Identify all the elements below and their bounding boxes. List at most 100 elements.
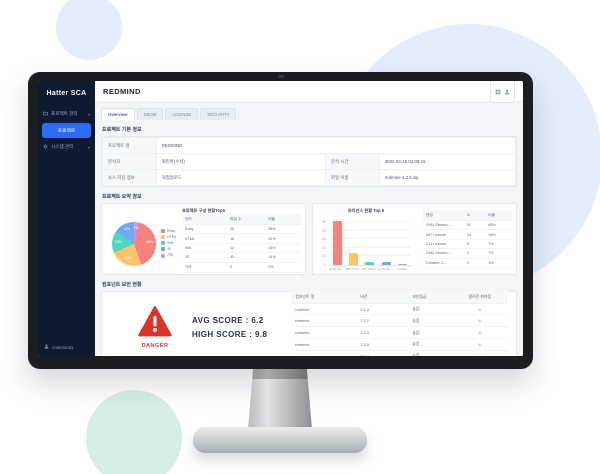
decorative-circle-bottom-left (86, 390, 182, 474)
legend-item: HTML (161, 235, 177, 239)
table-row: 프로젝트 명 REDMIND (102, 137, 517, 154)
tab-security[interactable]: SECURITY (200, 108, 237, 120)
bar (398, 264, 408, 265)
security-card: DANGER AVG SCORE : 6.2 HIGH SCORE : 9.8 … (101, 291, 517, 356)
field-label: 파일 이름 (325, 169, 380, 186)
pie-slice-label: 14% (123, 227, 131, 232)
table-cell: 18 (227, 233, 266, 244)
table-cell: HTML (181, 233, 228, 244)
sidebar-item-project-active[interactable]: 프로젝트 (42, 123, 91, 138)
user-icon (44, 344, 49, 350)
risk-warning-icon: ⚠ (451, 350, 508, 356)
field-value: 2022-04-15 04:08:15 (378, 153, 517, 170)
table-cell: 2.2.4 (356, 350, 409, 356)
pie-slice-label: 3% (133, 225, 139, 230)
pie-chart-wrap: 38% 22% 15% 14% 3% Ruby HTML XML JS 기타 언어 파일 수 비율 … (106, 214, 301, 273)
basic-info-table: 프로젝트 명 REDMIND 분석자 최민아(수석) 분석 시간 2022-04… (102, 137, 517, 186)
table-row: 소스 저장 정보 직접업로드 파일 이름 redmine-4.2.5.zip (102, 169, 517, 186)
main-area: REDMIND Overview SBOM (95, 81, 523, 356)
tab-license[interactable]: LICENSE (165, 108, 199, 120)
field-label: 프로젝트 명 (102, 137, 157, 154)
column-header: 수 (463, 210, 486, 222)
monitor-bezel: Hatter SCA 프로젝트 관리 ▾ 프로젝트 시스템 관리 ▾ (28, 72, 533, 369)
column-header: 명칭 (422, 210, 464, 222)
pie-legend: Ruby HTML XML JS 기타 (161, 229, 177, 258)
table-cell: X11 License (422, 239, 464, 250)
username: codemind1 (52, 344, 74, 350)
column-header: 컴포넌트 명 (291, 291, 357, 304)
table-cell: redmine (291, 350, 357, 356)
table-cell: 높음 (408, 350, 452, 356)
sidebar-item-system-management[interactable]: 시스템 관리 ▾ (38, 140, 95, 154)
table-cell: MIT License (422, 229, 464, 240)
y-tick-label: 50 (322, 220, 326, 225)
content: Overview SBOM LICENSE SECURITY 프로젝트 기본 정… (95, 102, 523, 356)
bar (381, 262, 391, 265)
table-cell: 높음 (408, 338, 452, 351)
field-label: 소스 저장 정보 (102, 169, 157, 186)
y-tick-label: 20 (322, 245, 326, 250)
section-title-security: 컴포넌트 보안 현황 (102, 282, 142, 288)
table-cell: 22% (265, 233, 301, 244)
composition-pie-chart: 38% 22% 15% 14% 3% (112, 221, 156, 266)
y-tick-label: 10 (322, 254, 326, 259)
legend-item: JS (161, 247, 177, 251)
table-row: Creative C... 1 1% (422, 258, 512, 268)
risk-warning-icon: ⚠ (451, 326, 508, 339)
avg-score: AVG SCORE : 6.2 (192, 315, 264, 325)
table-cell: 3 (463, 248, 486, 259)
header-actions-chip[interactable] (490, 81, 515, 103)
table-row: redmine 2.1.2 높음 ⚠ (291, 314, 508, 328)
license-table: 명칭 수 비율 GNU Genera... 51 65% MIT License 14 18%… (422, 210, 512, 268)
table-cell: 38% (265, 224, 301, 235)
table-cell: 높음 (408, 326, 452, 339)
webcam-dot (277, 75, 284, 78)
table-cell: 51 (463, 220, 486, 231)
table-cell: 15% (265, 243, 301, 254)
table-row: 분석자 최민아(수석) 분석 시간 2022-04-15 04:08:15 (102, 153, 517, 170)
column-header: 버전 (356, 291, 409, 304)
table-header-row: 컴포넌트 명 버전 보안등급 알려진 취약점 (291, 291, 508, 304)
sidebar-item-label: 시스템 관리 (51, 144, 74, 149)
score-block: AVG SCORE : 6.2 HIGH SCORE : 9.8 (192, 316, 267, 339)
chevron-down-icon: ▾ (87, 144, 90, 150)
table-cell: redmine (291, 338, 357, 351)
table-cell: 1% (485, 258, 512, 268)
column-header: 알려진 취약점 (451, 291, 508, 304)
table-cell: 2 (227, 262, 266, 273)
section-title-summary: 프로젝트 요약 정보 (102, 194, 142, 200)
user-icon (504, 82, 510, 100)
app-window: Hatter SCA 프로젝트 관리 ▾ 프로젝트 시스템 관리 ▾ (38, 81, 523, 356)
table-cell: 2.1.2 (356, 314, 409, 328)
risk-warning-icon: ⚠ (451, 338, 508, 351)
table-cell: 높음 (408, 314, 452, 328)
table-cell: GNU Genera... (422, 220, 464, 231)
field-label: 분석자 (102, 153, 157, 170)
table-cell: JS (181, 252, 228, 263)
sidebar-user[interactable]: codemind1 (44, 344, 73, 350)
sidebar-item-project-management[interactable]: 프로젝트 관리 ▾ (38, 107, 95, 121)
table-cell: 18% (485, 229, 512, 240)
folder-icon (43, 111, 48, 117)
tab-overview[interactable]: Overview (101, 108, 135, 120)
table-row: JS 12 14% (181, 252, 301, 263)
security-table: 컴포넌트 명 버전 보안등급 알려진 취약점 redmine 2.1.4 높음 ⚠ redmi… (291, 291, 508, 356)
table-row: GNU Genera... 51 65% (422, 220, 512, 231)
table-row: GNU Genera... 3 7% (422, 248, 512, 259)
table-cell: XML (181, 243, 228, 254)
summary-row: 프로젝트 구성 현황Top5 38% 22% 15% 14% 3% Ruby HTML XM… (101, 203, 517, 275)
composition-card: 프로젝트 구성 현황Top5 38% 22% 15% 14% 3% Ruby HTML XM… (101, 203, 306, 275)
table-row: redmine 2.1.4 높음 ⚠ (291, 303, 508, 316)
bar-plot: 0 10 20 30 40 50 (322, 218, 411, 267)
table-row: redmine 2.2.0 높음 ⚠ (291, 326, 508, 339)
table-cell: redmine (291, 314, 357, 328)
y-tick-label: 30 (322, 237, 326, 242)
table-cell: 높음 (408, 303, 452, 316)
table-cell: 65% (485, 220, 512, 231)
table-row: XML 12 15% (181, 243, 301, 254)
tab-sbom[interactable]: SBOM (136, 108, 164, 120)
table-row: Ruby 28 38% (181, 224, 301, 235)
bar-chart-title: 라이선스 현황 Top 5 (347, 208, 385, 213)
table-cell: Creative C... (422, 258, 464, 268)
